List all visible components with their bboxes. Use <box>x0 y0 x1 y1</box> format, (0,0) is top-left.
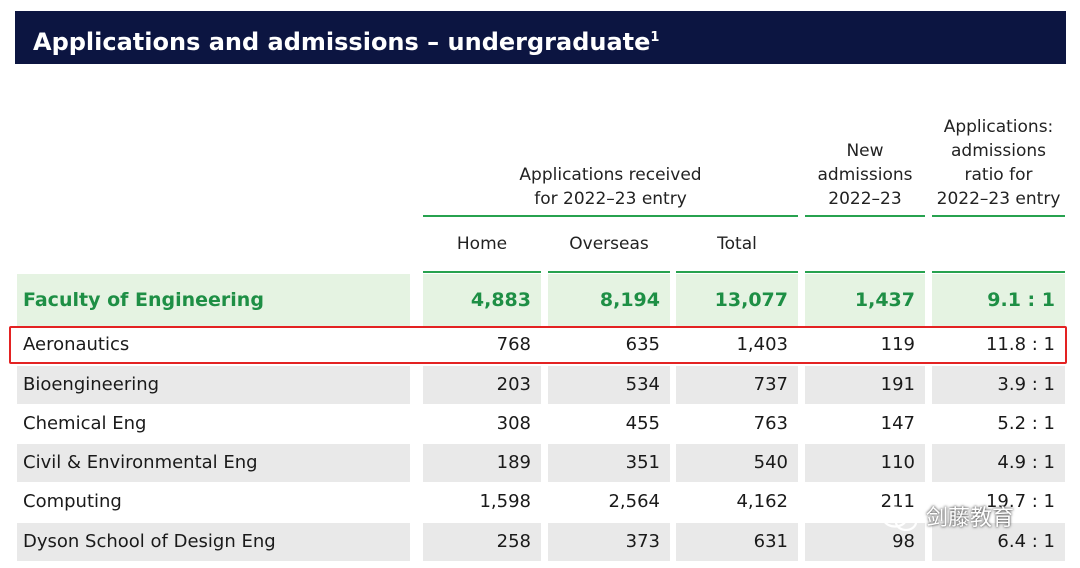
subheader-rule-overseas <box>548 271 670 273</box>
department-total: 540 <box>676 444 798 482</box>
department-ratio: 19.7 : 1 <box>985 491 1055 512</box>
header-rule-applications <box>423 215 798 217</box>
faculty-name: Faculty of Engineering <box>17 274 410 326</box>
table-row: Computing 1,598 2,564 4,162 211 19.7 : 1 <box>17 483 1065 521</box>
department-home: 258 <box>423 523 541 561</box>
department-overseas: 534 <box>548 366 670 404</box>
department-admissions: 110 <box>805 444 925 482</box>
watermark-text: 剑藤教育 <box>926 506 1015 531</box>
department-overseas: 351 <box>548 444 670 482</box>
department-ratio: 11.8 : 1 <box>985 334 1055 355</box>
department-home: 203 <box>423 366 541 404</box>
department-name: Computing <box>23 491 122 512</box>
header-applications-received: Applications received for 2022–23 entry <box>519 165 702 209</box>
department-ratio: 3.9 : 1 <box>932 366 1065 404</box>
department-home: 189 <box>423 444 541 482</box>
department-admissions: 211 <box>880 491 915 512</box>
department-ratio: 6.4 : 1 <box>932 523 1065 561</box>
header-rule-ratio <box>932 215 1065 217</box>
department-overseas: 373 <box>548 523 670 561</box>
highlight-box-aeronautics <box>9 326 1067 364</box>
header-ratio: Applications: admissions ratio for 2022–… <box>936 117 1061 209</box>
department-admissions: 191 <box>805 366 925 404</box>
subheader-total: Total <box>717 234 757 254</box>
subheader-home: Home <box>456 234 508 254</box>
faculty-overseas: 8,194 <box>548 274 670 326</box>
department-name: Chemical Eng <box>23 413 147 434</box>
table-row: Bioengineering 203 534 737 191 3.9 : 1 <box>17 366 1065 404</box>
watermark: 剑藤教育 <box>880 502 1055 536</box>
department-overseas: 2,564 <box>608 491 660 512</box>
title-footnote: 1 <box>650 30 660 45</box>
department-total: 737 <box>676 366 798 404</box>
department-name: Bioengineering <box>17 366 410 404</box>
department-name: Dyson School of Design Eng <box>17 523 410 561</box>
department-total: 631 <box>676 523 798 561</box>
header-rule-admissions <box>805 215 925 217</box>
subheader-rule-ratio <box>932 271 1065 273</box>
faculty-admissions: 1,437 <box>805 274 925 326</box>
table-row: Aeronautics 768 635 1,403 119 11.8 : 1 <box>17 326 1065 364</box>
department-total: 1,403 <box>736 334 788 355</box>
subheader-rule-admissions <box>805 271 925 273</box>
department-name: Civil & Environmental Eng <box>17 444 410 482</box>
department-admissions: 119 <box>880 334 915 355</box>
department-admissions: 147 <box>880 413 915 434</box>
page-title-bar: Applications and admissions – undergradu… <box>15 11 1066 64</box>
department-total: 4,162 <box>736 491 788 512</box>
department-ratio: 4.9 : 1 <box>932 444 1065 482</box>
table-row: Dyson School of Design Eng 258 373 631 98 6.4… <box>17 523 1065 561</box>
department-total: 763 <box>753 413 788 434</box>
department-home: 1,598 <box>479 491 531 512</box>
table-row: Civil & Environmental Eng 189 351 540 110 4.9… <box>17 444 1065 482</box>
subheader-rule-home <box>423 271 541 273</box>
header-new-admissions: New admissions 2022–23 <box>817 141 913 209</box>
table-row: Chemical Eng 308 455 763 147 5.2 : 1 <box>17 405 1065 443</box>
page-title: Applications and admissions – undergradu… <box>33 28 651 56</box>
wechat-logo-icon <box>880 505 920 533</box>
department-overseas: 455 <box>625 413 660 434</box>
department-name: Aeronautics <box>23 334 130 355</box>
department-overseas: 635 <box>625 334 660 355</box>
faculty-row: Faculty of Engineering 4,883 8,194 13,07… <box>17 274 1065 326</box>
faculty-home: 4,883 <box>423 274 541 326</box>
department-home: 308 <box>496 413 531 434</box>
department-home: 768 <box>496 334 531 355</box>
faculty-ratio: 9.1 : 1 <box>932 274 1065 326</box>
subheader-rule-total <box>676 271 798 273</box>
department-ratio: 5.2 : 1 <box>997 413 1055 434</box>
faculty-total: 13,077 <box>676 274 798 326</box>
subheader-overseas: Overseas <box>569 234 649 254</box>
